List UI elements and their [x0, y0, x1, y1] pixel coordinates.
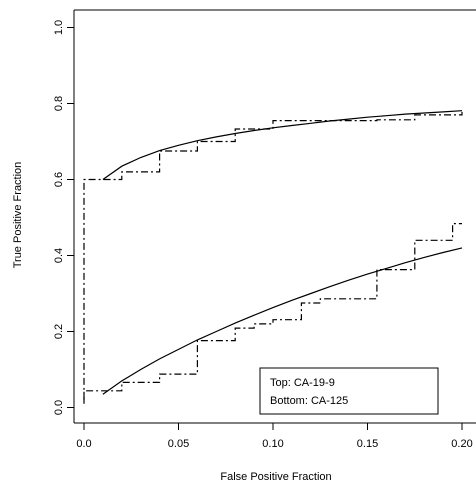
x-axis-title: False Positive Fraction	[220, 471, 331, 483]
y-tick-label: 1.0	[53, 20, 65, 35]
plot-frame	[73, 9, 476, 424]
y-tick-label: 0.6	[53, 172, 65, 187]
series-4-solid-line	[102, 247, 463, 395]
x-tick-label: 0.15	[357, 438, 378, 450]
x-tick-label: 0.20	[451, 438, 472, 450]
x-tick-label: 0.0	[76, 438, 91, 450]
x-tick-label: 0.05	[168, 438, 189, 450]
y-axis-title: True Positive Fraction	[12, 162, 24, 269]
x-axis: 0.0 0.05 0.10 0.15 0.20	[76, 423, 473, 450]
y-tick-label: 0.8	[53, 96, 65, 111]
series-2-solid-line	[102, 110, 463, 180]
legend-box	[259, 367, 439, 415]
x-tick-label: 0.10	[262, 438, 283, 450]
y-axis: 0.0 0.2 0.4 0.6 0.8 1.0	[53, 20, 74, 415]
legend-entry-bottom: Bottom: CA-125	[270, 395, 348, 407]
y-tick-label: 0.2	[53, 324, 65, 339]
legend: Top: CA-19-9 Bottom: CA-125	[259, 367, 439, 415]
y-tick-label: 0.0	[53, 400, 65, 415]
legend-entry-top: Top: CA-19-9	[270, 377, 335, 389]
series-3-dashdot-line	[83, 223, 462, 404]
series-layer	[83, 110, 463, 404]
series-1-dashdot-line	[83, 111, 463, 400]
y-tick-label: 0.4	[53, 248, 65, 263]
